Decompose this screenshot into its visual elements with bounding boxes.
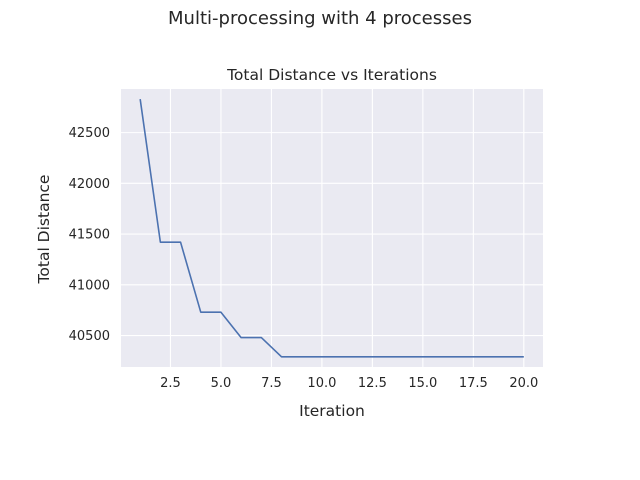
y-tick-label: 41000 — [69, 278, 110, 293]
chart-title: Total Distance vs Iterations — [226, 66, 437, 84]
y-tick-label: 41500 — [69, 228, 110, 243]
y-tick-label: 42500 — [69, 126, 110, 141]
x-tick-label: 12.5 — [358, 376, 387, 391]
x-tick-label: 20.0 — [509, 376, 538, 391]
x-tick-label: 15.0 — [408, 376, 437, 391]
x-tick-label: 7.5 — [261, 376, 282, 391]
figure-suptitle: Multi-processing with 4 processes — [168, 8, 472, 29]
x-tick-label: 17.5 — [459, 376, 488, 391]
y-tick-labels: 40500 41000 41500 42000 42500 — [69, 126, 110, 344]
x-tick-labels: 2.5 5.0 7.5 10.0 12.5 15.0 17.5 20.0 — [160, 376, 538, 391]
y-tick-label: 40500 — [69, 329, 110, 344]
x-tick-label: 5.0 — [211, 376, 232, 391]
x-tick-label: 2.5 — [160, 376, 181, 391]
x-gridlines — [169, 89, 525, 367]
y-tick-label: 42000 — [69, 177, 110, 192]
x-tick-label: 10.0 — [307, 376, 336, 391]
plot-area — [121, 89, 543, 367]
y-gridlines — [121, 132, 543, 337]
y-axis-label: Total Distance — [35, 175, 53, 285]
series-layer — [139, 99, 524, 358]
series-line — [139, 99, 524, 358]
x-axis-label: Iteration — [299, 402, 365, 420]
